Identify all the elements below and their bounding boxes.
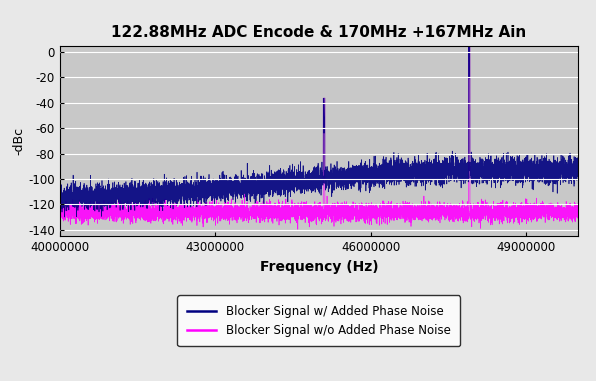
Y-axis label: -dBc: -dBc xyxy=(12,127,25,155)
Legend: Blocker Signal w/ Added Phase Noise, Blocker Signal w/o Added Phase Noise: Blocker Signal w/ Added Phase Noise, Blo… xyxy=(178,295,460,346)
X-axis label: Frequency (Hz): Frequency (Hz) xyxy=(259,259,378,274)
Title: 122.88MHz ADC Encode & 170MHz +167MHz Ain: 122.88MHz ADC Encode & 170MHz +167MHz Ai… xyxy=(111,26,526,40)
